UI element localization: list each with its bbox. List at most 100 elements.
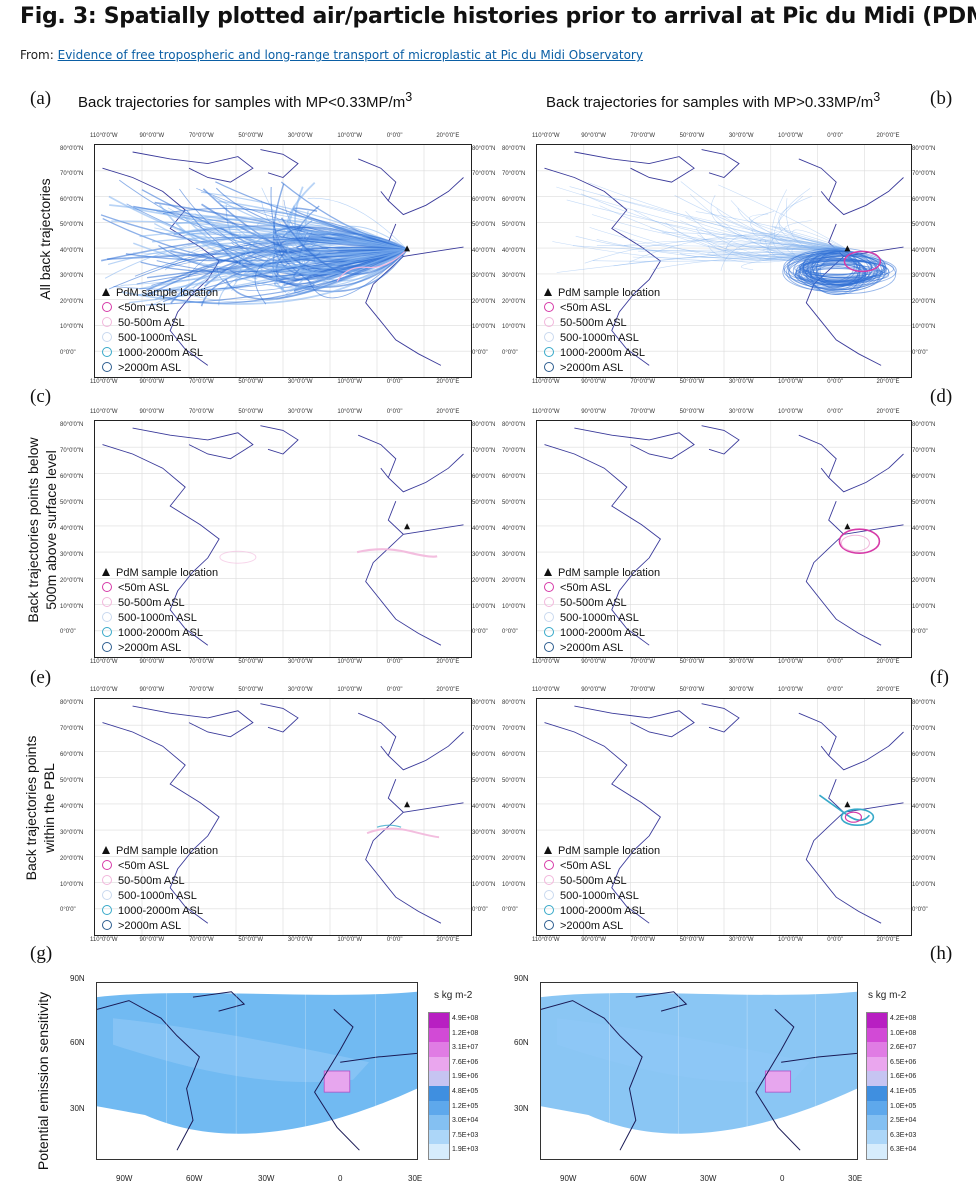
map-b-legend: PdM sample location <50m ASL 50-500m ASL 50… bbox=[544, 286, 660, 376]
from-prefix: From: bbox=[20, 48, 54, 62]
map-e-lat-tick-left: 80°0'0"N bbox=[60, 700, 84, 706]
pes-lat-tick: 30N bbox=[514, 1104, 529, 1113]
map-e-lat-tick-left: 0°0'0" bbox=[60, 907, 76, 914]
map-c-lat-tick-right: 0°0'0" bbox=[472, 629, 488, 636]
map-c-lon-tick: 0°0'0" bbox=[386, 409, 403, 415]
legend-item-label: <50m ASL bbox=[118, 860, 170, 872]
map-a-lon-tick: 70°0'0"W bbox=[188, 379, 214, 385]
map-e-lon-tick: 70°0'0"W bbox=[188, 937, 214, 943]
map-f-lon-tick: 110°0'0"W bbox=[532, 937, 560, 943]
map-e-lon-tick: 20°0'0"E bbox=[436, 937, 460, 943]
map-a-lat-tick-right: 10°0'0"N bbox=[472, 324, 496, 331]
colorbar-swatch bbox=[867, 1042, 887, 1057]
legend-item-label: <50m ASL bbox=[118, 582, 170, 594]
map-e-lat-tick-right: 0°0'0" bbox=[472, 907, 488, 914]
legend-item-label: >2000m ASL bbox=[560, 920, 624, 932]
legend-item-label: <50m ASL bbox=[560, 582, 612, 594]
map-e-lat-tick-left: 70°0'0"N bbox=[60, 725, 84, 732]
map-b-lat-tick-right: 0°0'0" bbox=[912, 349, 928, 356]
map-c-lat-tick-left: 70°0'0"N bbox=[60, 447, 84, 454]
colorbar-unit: s kg m-2 bbox=[434, 990, 473, 1001]
colorbar-swatch bbox=[429, 1100, 449, 1116]
colorbar-swatch bbox=[867, 1144, 887, 1159]
map-a-lat-tick-left: 50°0'0"N bbox=[60, 222, 84, 229]
row-label-below-500m-line2: 500m above surface level bbox=[43, 450, 59, 610]
map-b-lat-tick-right: 80°0'0"N bbox=[912, 146, 936, 152]
map-b-lon-tick: 30°0'0"W bbox=[728, 133, 754, 139]
map-f-lat-tick-left: 50°0'0"N bbox=[502, 777, 526, 784]
legend-item-label: 1000-2000m ASL bbox=[560, 347, 646, 359]
map-f-lat-tick-left: 40°0'0"N bbox=[502, 803, 526, 810]
pes-lon-tick: 60W bbox=[186, 1174, 203, 1183]
map-f-lon-tick: 110°0'0"W bbox=[532, 687, 560, 693]
map-b-lat-tick-right: 30°0'0"N bbox=[912, 273, 936, 280]
map-d-lon-tick: 0°0'0" bbox=[827, 409, 843, 415]
colorbar-swatch bbox=[867, 1085, 887, 1101]
map-a-lat-tick-right: 40°0'0"N bbox=[472, 247, 496, 254]
map-b-lon-tick: 50°0'0"W bbox=[679, 133, 705, 139]
circle-marker-icon bbox=[544, 612, 554, 622]
legend-item: 1000-2000m ASL bbox=[102, 904, 218, 919]
map-c-lon-tick: 70°0'0"W bbox=[188, 409, 214, 415]
map-f-lat-tick-left: 0°0'0" bbox=[502, 907, 518, 914]
map-c-lat-tick-right: 30°0'0"N bbox=[472, 551, 496, 558]
colorbar-swatch bbox=[429, 1027, 449, 1043]
pes-lat-tick: 90N bbox=[514, 974, 529, 983]
legend-item-label: <50m ASL bbox=[560, 302, 612, 314]
map-c-legend: PdM sample location <50m ASL 50-500m ASL 50… bbox=[102, 566, 218, 656]
map-d-lat-tick-right: 50°0'0"N bbox=[912, 499, 936, 506]
triangle-icon bbox=[102, 288, 110, 296]
left-column-title-text: Back trajectories for samples with MP<0.… bbox=[78, 94, 406, 111]
map-f-lon-tick: 90°0'0"W bbox=[581, 687, 606, 693]
map-a-lon-tick: 20°0'0"E bbox=[436, 133, 460, 139]
map-d-lon-tick: 30°0'0"W bbox=[728, 409, 754, 415]
map-b-lat-tick-right: 40°0'0"N bbox=[912, 247, 936, 254]
map-d-lat-tick-left: 80°0'0"N bbox=[502, 422, 526, 428]
map-d-lat-tick-right: 10°0'0"N bbox=[912, 603, 936, 610]
map-f-lon-tick: 0°0'0" bbox=[827, 937, 843, 943]
legend-item-label: 500-1000m ASL bbox=[118, 612, 197, 624]
legend-item: >2000m ASL bbox=[544, 361, 660, 376]
map-d-lon-tick: 20°0'0"E bbox=[876, 409, 900, 415]
map-b-lon-tick: 90°0'0"W bbox=[581, 379, 606, 385]
map-a-lon-tick: 70°0'0"W bbox=[188, 133, 214, 139]
trajectory-map-e bbox=[94, 698, 472, 936]
circle-marker-icon bbox=[102, 860, 112, 870]
article-link[interactable]: Evidence of free tropospheric and long-r… bbox=[57, 48, 643, 62]
colorbar-label: 1.0E+05 bbox=[890, 1102, 917, 1110]
map-b-lon-tick: 0°0'0" bbox=[827, 379, 843, 385]
map-f-lat-tick-left: 60°0'0"N bbox=[502, 751, 526, 758]
map-a-lat-tick-left: 20°0'0"N bbox=[60, 298, 84, 305]
map-b-lat-tick-left: 40°0'0"N bbox=[502, 247, 526, 254]
circle-marker-icon bbox=[102, 627, 112, 637]
map-a-lat-tick-left: 60°0'0"N bbox=[60, 196, 84, 203]
map-d-lat-tick-right: 70°0'0"N bbox=[912, 447, 936, 454]
map-e-lon-tick: 30°0'0"W bbox=[287, 687, 313, 693]
map-b-lat-tick-left: 80°0'0"N bbox=[502, 146, 526, 152]
map-f-lon-tick: 50°0'0"W bbox=[679, 687, 705, 693]
circle-marker-icon bbox=[102, 612, 112, 622]
legend-item-label: 1000-2000m ASL bbox=[560, 627, 646, 639]
colorbar-label: 1.0E+08 bbox=[890, 1029, 917, 1037]
legend-item-label: 1000-2000m ASL bbox=[560, 905, 646, 917]
row-label-pbl: Back trajectories points within the PBL bbox=[22, 708, 58, 908]
triangle-icon bbox=[544, 846, 552, 854]
map-b-lat-tick-right: 60°0'0"N bbox=[912, 196, 936, 203]
right-column-title: Back trajectories for samples with MP>0.… bbox=[546, 90, 880, 111]
triangle-icon bbox=[544, 568, 552, 576]
legend-item: >2000m ASL bbox=[102, 641, 218, 656]
circle-marker-icon bbox=[544, 875, 554, 885]
map-c-lon-tick: 20°0'0"E bbox=[436, 409, 460, 415]
colorbar-label: 4.1E+05 bbox=[890, 1088, 917, 1095]
map-c-lon-tick: 90°0'0"W bbox=[139, 409, 165, 415]
triangle-icon bbox=[544, 288, 552, 296]
colorbar-swatch bbox=[867, 1013, 887, 1028]
circle-marker-icon bbox=[102, 582, 112, 592]
map-e-lat-tick-right: 30°0'0"N bbox=[472, 829, 496, 836]
circle-marker-icon bbox=[102, 890, 112, 900]
pes-lon-tick: 30E bbox=[408, 1174, 423, 1183]
legend-item: 50-500m ASL bbox=[102, 596, 218, 611]
map-a-lat-tick-right: 60°0'0"N bbox=[472, 196, 496, 203]
map-b-lon-tick: 10°0'0"W bbox=[778, 379, 803, 385]
pes-lat-tick: 60N bbox=[70, 1038, 85, 1047]
